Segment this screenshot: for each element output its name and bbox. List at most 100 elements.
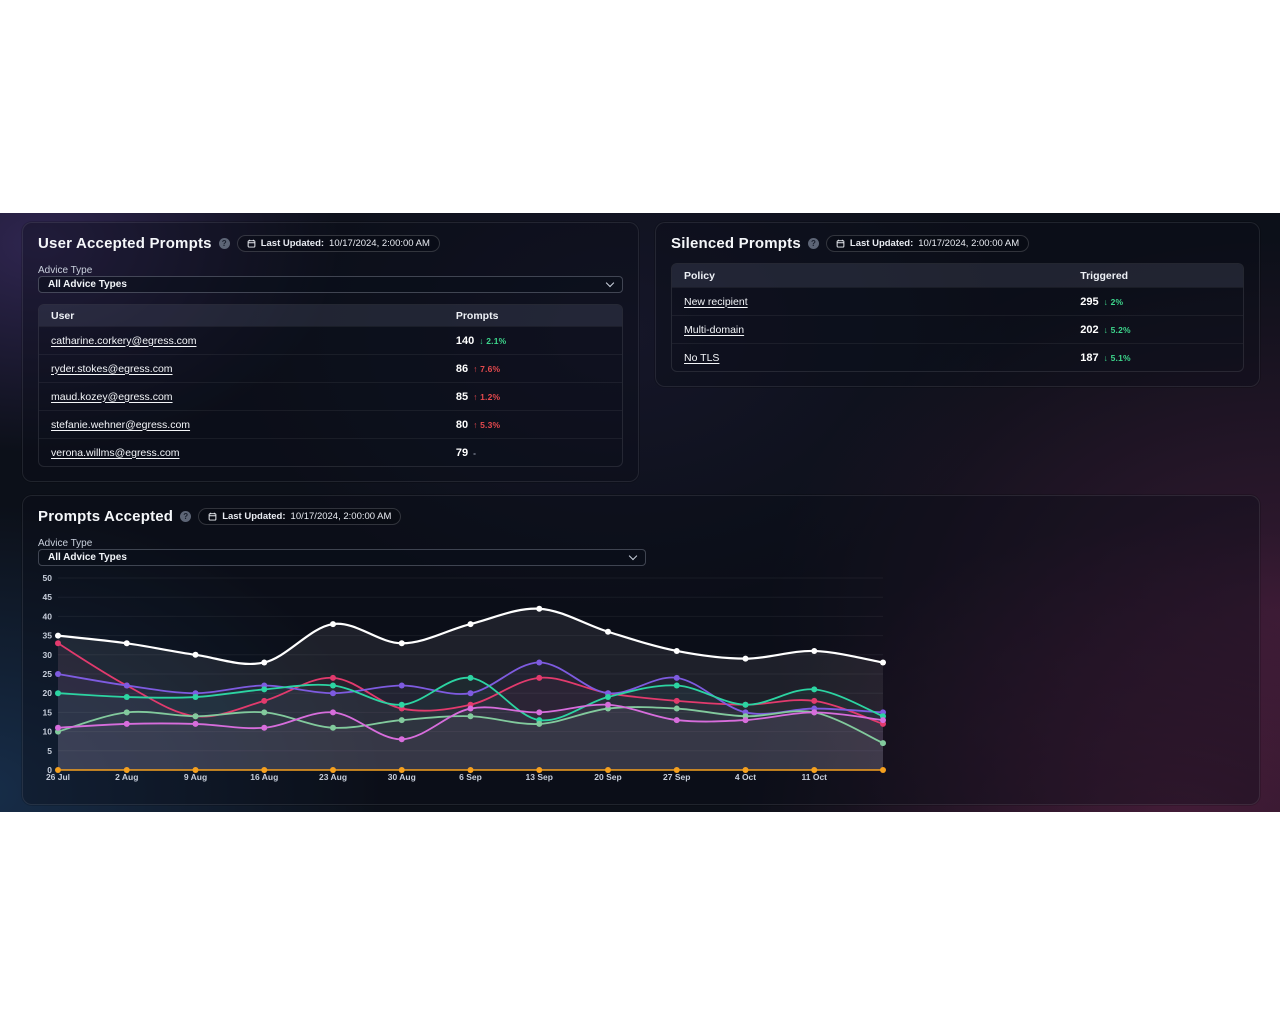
data-point-violet[interactable] bbox=[467, 690, 474, 697]
data-point-sage[interactable] bbox=[467, 713, 474, 720]
dashboard-background: User Accepted Prompts ? Last Updated: 10… bbox=[0, 213, 1280, 812]
data-point-violet[interactable] bbox=[123, 682, 130, 689]
data-point-white[interactable] bbox=[123, 640, 130, 647]
data-point-white[interactable] bbox=[880, 659, 886, 666]
data-point-violet[interactable] bbox=[536, 659, 543, 666]
calendar-icon bbox=[208, 512, 217, 521]
data-point-sage[interactable] bbox=[330, 724, 336, 731]
data-point-orchid[interactable] bbox=[673, 717, 680, 724]
info-icon[interactable]: ? bbox=[807, 238, 819, 249]
data-point-orchid[interactable] bbox=[123, 720, 130, 727]
advice-type-select[interactable]: All Advice Types bbox=[38, 549, 646, 566]
x-tick-label: 23 Aug bbox=[319, 772, 347, 782]
chevron-down-icon bbox=[628, 551, 638, 561]
data-point-orchid[interactable] bbox=[742, 717, 749, 724]
data-point-orchid[interactable] bbox=[880, 717, 886, 724]
data-point-amber[interactable] bbox=[467, 767, 474, 773]
data-point-orchid[interactable] bbox=[330, 709, 336, 716]
data-point-mint[interactable] bbox=[605, 694, 611, 701]
data-point-sage[interactable] bbox=[192, 713, 199, 720]
data-point-orchid[interactable] bbox=[192, 720, 199, 727]
data-point-white[interactable] bbox=[192, 651, 199, 658]
data-point-amber[interactable] bbox=[261, 767, 268, 773]
delta-badge: ↓ 2% bbox=[1103, 296, 1124, 307]
data-point-amber[interactable] bbox=[55, 767, 61, 773]
data-point-orchid[interactable] bbox=[811, 709, 818, 716]
policy-link[interactable]: New recipient bbox=[684, 295, 748, 308]
data-point-rose[interactable] bbox=[261, 697, 268, 704]
data-point-white[interactable] bbox=[55, 632, 61, 639]
data-point-sage[interactable] bbox=[673, 705, 680, 712]
data-point-rose[interactable] bbox=[811, 697, 818, 704]
data-point-mint[interactable] bbox=[398, 701, 405, 708]
user-link[interactable]: stefanie.wehner@egress.com bbox=[51, 418, 191, 431]
user-link[interactable]: ryder.stokes@egress.com bbox=[51, 362, 173, 375]
data-point-mint[interactable] bbox=[123, 694, 130, 701]
data-point-amber[interactable] bbox=[605, 767, 611, 773]
data-point-rose[interactable] bbox=[673, 697, 680, 704]
data-point-mint[interactable] bbox=[467, 674, 474, 681]
data-point-orchid[interactable] bbox=[605, 701, 611, 708]
data-point-white[interactable] bbox=[261, 659, 268, 666]
data-point-violet[interactable] bbox=[673, 674, 680, 681]
data-point-orchid[interactable] bbox=[261, 724, 268, 731]
data-point-white[interactable] bbox=[673, 647, 680, 654]
data-point-amber[interactable] bbox=[330, 767, 336, 773]
data-point-mint[interactable] bbox=[192, 694, 199, 701]
data-point-amber[interactable] bbox=[742, 767, 749, 773]
data-point-mint[interactable] bbox=[673, 682, 680, 689]
data-point-sage[interactable] bbox=[261, 709, 268, 716]
data-point-white[interactable] bbox=[742, 655, 749, 662]
y-tick-label: 35 bbox=[43, 631, 53, 641]
data-point-white[interactable] bbox=[467, 621, 474, 628]
count-value: 85 bbox=[455, 390, 469, 403]
data-point-white[interactable] bbox=[330, 621, 336, 628]
data-point-orchid[interactable] bbox=[55, 724, 61, 731]
advice-type-label: Advice Type bbox=[38, 538, 93, 549]
prompts-over-time-chart[interactable]: 0 5 10 15 20 25 30 35 40 45 50 26 Jul 2 Aug 9 Aug 16 A… bbox=[36, 569, 916, 784]
data-point-white[interactable] bbox=[398, 640, 405, 647]
user-link[interactable]: catharine.corkery@egress.com bbox=[51, 334, 197, 347]
advice-type-select[interactable]: All Advice Types bbox=[38, 276, 623, 293]
policy-link[interactable]: Multi-domain bbox=[684, 323, 745, 336]
data-point-white[interactable] bbox=[811, 647, 818, 654]
data-point-orchid[interactable] bbox=[467, 705, 474, 712]
data-point-mint[interactable] bbox=[55, 690, 61, 697]
data-point-rose[interactable] bbox=[330, 674, 336, 681]
data-point-white[interactable] bbox=[536, 605, 543, 612]
data-point-amber[interactable] bbox=[811, 767, 818, 773]
data-point-violet[interactable] bbox=[398, 682, 405, 689]
data-point-amber[interactable] bbox=[536, 767, 543, 773]
data-point-sage[interactable] bbox=[123, 709, 130, 716]
data-point-amber[interactable] bbox=[192, 767, 199, 773]
info-icon[interactable]: ? bbox=[218, 238, 230, 249]
data-point-mint[interactable] bbox=[742, 701, 749, 708]
data-point-mint[interactable] bbox=[261, 686, 268, 693]
page-title: User Accepted Prompts bbox=[38, 235, 212, 252]
info-icon[interactable]: ? bbox=[180, 511, 192, 522]
data-point-rose[interactable] bbox=[55, 640, 61, 647]
data-point-amber[interactable] bbox=[880, 767, 886, 773]
data-point-amber[interactable] bbox=[673, 767, 680, 773]
x-tick-label: 11 Oct bbox=[801, 772, 827, 782]
data-point-sage[interactable] bbox=[880, 740, 886, 747]
data-point-sage[interactable] bbox=[398, 717, 405, 724]
user-link[interactable]: verona.willms@egress.com bbox=[51, 446, 180, 459]
data-point-rose[interactable] bbox=[536, 674, 543, 681]
data-point-mint[interactable] bbox=[811, 686, 818, 693]
data-point-amber[interactable] bbox=[123, 767, 130, 773]
data-point-violet[interactable] bbox=[55, 671, 61, 677]
policy-link[interactable]: No TLS bbox=[684, 351, 720, 364]
table-row: stefanie.wehner@egress.com 80 ↑ 5.3% bbox=[39, 410, 622, 438]
table-row: No TLS 187 ↓ 5.1% bbox=[672, 343, 1243, 371]
data-point-orchid[interactable] bbox=[536, 709, 543, 716]
last-updated-value: 10/17/2024, 2:00:00 AM bbox=[329, 238, 430, 249]
user-link[interactable]: maud.kozey@egress.com bbox=[51, 390, 173, 403]
data-point-violet[interactable] bbox=[330, 690, 336, 697]
y-tick-label: 15 bbox=[43, 707, 53, 717]
data-point-sage[interactable] bbox=[536, 720, 543, 727]
data-point-white[interactable] bbox=[605, 628, 611, 635]
data-point-orchid[interactable] bbox=[398, 736, 405, 743]
data-point-amber[interactable] bbox=[398, 767, 405, 773]
data-point-mint[interactable] bbox=[330, 682, 336, 689]
